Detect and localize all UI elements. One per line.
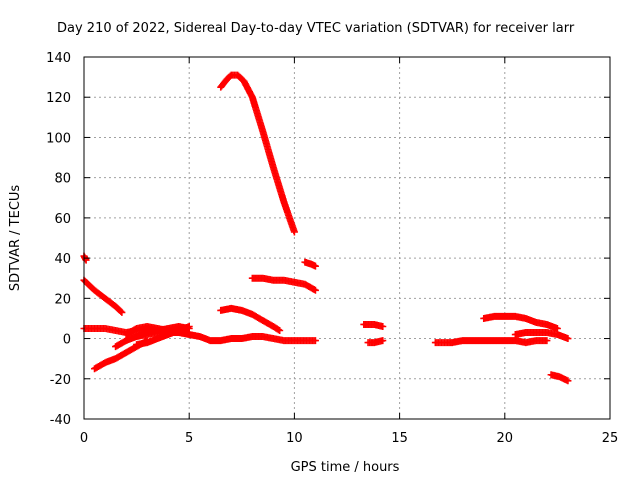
x-tick-label: 25 [602, 431, 619, 446]
data-points [80, 71, 572, 385]
axis-ticks [83, 56, 611, 420]
data-point [564, 377, 572, 385]
y-axis-label: SDTVAR / TECUs [8, 185, 23, 292]
data-point [311, 262, 319, 270]
data-point [290, 228, 298, 236]
x-tick-label: 5 [185, 431, 193, 446]
data-point [311, 286, 319, 294]
x-tick-labels: 0 5 10 15 20 25 [80, 431, 618, 446]
x-tick-label: 20 [497, 431, 514, 446]
series-s8 [133, 327, 193, 341]
series-s18 [511, 329, 572, 343]
data-point [564, 335, 572, 343]
series-s16 [431, 337, 551, 347]
data-point [274, 326, 282, 334]
data-point [117, 307, 125, 315]
series-s2 [80, 276, 126, 316]
series-s19 [547, 371, 572, 385]
series-s12 [248, 274, 319, 294]
y-tick-label: 40 [54, 252, 71, 267]
plot-frame [83, 56, 611, 420]
data-point [543, 337, 551, 345]
x-tick-label: 15 [391, 431, 408, 446]
y-tick-label: 80 [54, 172, 71, 187]
series-s14 [360, 320, 387, 330]
data-point [185, 322, 193, 330]
series-s11 [217, 71, 298, 236]
series-s15 [364, 337, 387, 347]
grid-lines [84, 57, 610, 419]
y-tick-label: 20 [54, 292, 71, 307]
y-tick-labels: -40 -20 0 20 40 60 80 100 120 140 [46, 51, 71, 428]
data-point [553, 325, 561, 332]
y-tick-label: -40 [50, 413, 71, 428]
data-point [311, 337, 319, 345]
data-point [118, 308, 126, 316]
y-tick-label: 60 [54, 212, 71, 227]
data-point [379, 337, 387, 345]
chart-title: Day 210 of 2022, Sidereal Day-to-day VTE… [57, 21, 575, 36]
x-tick-label: 0 [80, 431, 88, 446]
series-s17 [480, 312, 561, 332]
series-s10 [217, 304, 284, 335]
y-tick-label: 0 [63, 333, 71, 348]
x-tick-label: 10 [286, 431, 303, 446]
series-s13 [301, 258, 319, 270]
y-tick-label: 120 [46, 91, 71, 106]
series-s9 [185, 331, 319, 345]
y-tick-label: -20 [50, 373, 71, 388]
x-axis-label: GPS time / hours [291, 460, 400, 475]
data-point [276, 327, 284, 335]
y-tick-label: 140 [46, 51, 71, 66]
y-tick-label: 100 [46, 131, 71, 146]
data-point [379, 322, 387, 330]
